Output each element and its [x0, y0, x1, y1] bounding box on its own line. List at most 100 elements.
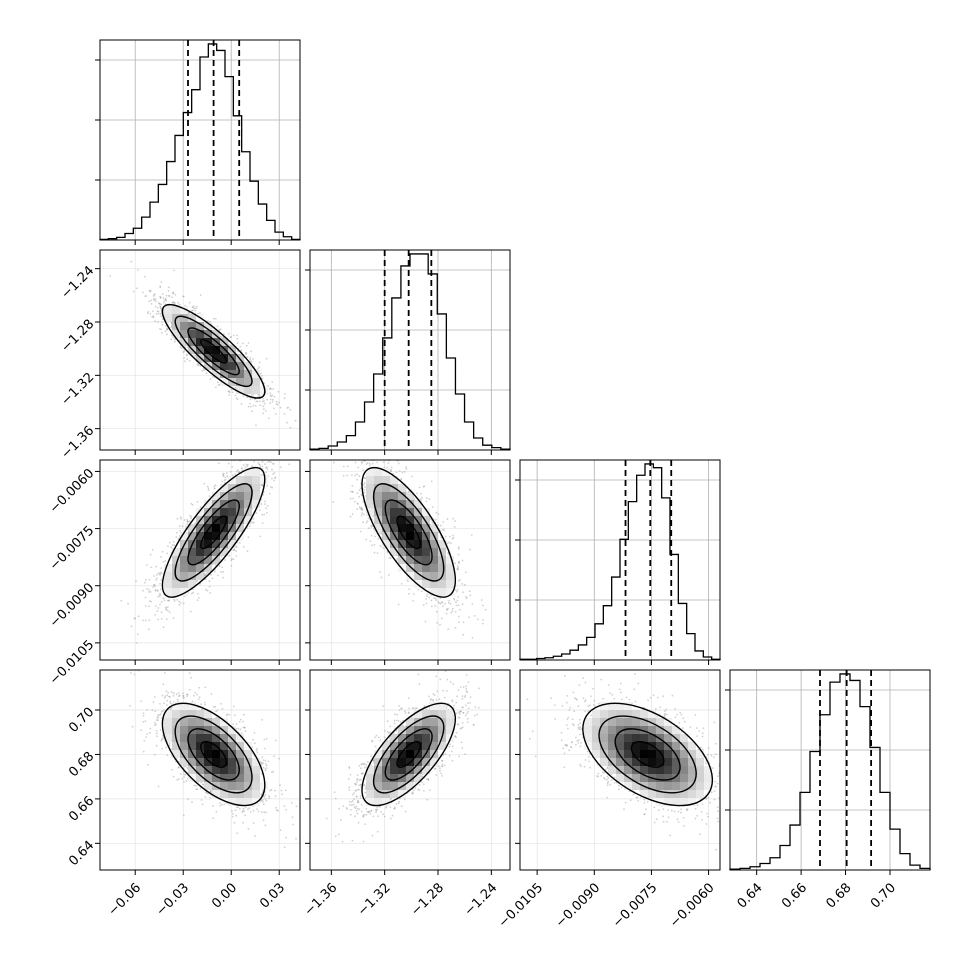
sample-point [279, 466, 282, 469]
sample-point [159, 296, 162, 299]
sample-point [239, 439, 241, 441]
sample-point [155, 589, 157, 592]
sample-point [234, 394, 237, 397]
sample-point [195, 307, 197, 310]
sample-point [251, 465, 254, 468]
sample-point [405, 468, 408, 470]
sample-point [190, 502, 193, 505]
sample-point [188, 520, 191, 523]
sample-point [259, 464, 261, 466]
sample-point [154, 293, 157, 295]
sample-point [216, 325, 219, 328]
sample-point [250, 394, 253, 397]
sample-point [171, 292, 174, 294]
sample-point [240, 467, 243, 470]
sample-point [152, 316, 155, 319]
sample-point [132, 290, 135, 293]
sample-point [176, 532, 178, 534]
sample-point [231, 474, 234, 477]
sample-point [213, 487, 216, 490]
sample-point [253, 453, 255, 455]
sample-point [245, 396, 248, 398]
sample-point [360, 443, 362, 445]
sample-point [175, 536, 178, 538]
sample-point [269, 402, 272, 405]
density-cell [220, 484, 228, 492]
sample-point [197, 362, 199, 365]
sample-point [159, 285, 162, 288]
sample-point [156, 310, 159, 313]
sample-point [154, 320, 157, 323]
density-cell [196, 524, 204, 532]
density-cell [172, 306, 180, 314]
sample-point [160, 303, 163, 306]
sample-point [263, 513, 266, 516]
density-cell [252, 484, 260, 492]
sample-point [190, 592, 193, 595]
sample-point [148, 619, 151, 622]
density-cell [236, 386, 244, 394]
sample-point [258, 395, 261, 398]
density-cell [212, 330, 220, 338]
sample-point [152, 315, 155, 317]
contour-2 [174, 483, 253, 582]
sample-point [154, 613, 157, 616]
sample-point [228, 554, 231, 557]
sample-point [257, 367, 259, 370]
sample-point [193, 354, 196, 356]
sample-point [206, 485, 209, 488]
sample-point [159, 303, 161, 306]
sample-point [241, 467, 243, 469]
sample-point [186, 353, 189, 356]
density-cell [244, 476, 252, 484]
sample-point [156, 589, 159, 591]
sample-point [159, 571, 162, 574]
sample-point [266, 398, 269, 401]
sample-point [164, 606, 167, 609]
sample-point [233, 548, 236, 551]
sample-point [214, 563, 217, 566]
sample-point [265, 512, 268, 514]
sample-point [173, 598, 176, 601]
sample-point [232, 334, 235, 337]
sample-point [274, 477, 276, 480]
sample-point [207, 489, 210, 491]
sample-point [283, 413, 286, 415]
sample-point [259, 404, 262, 407]
sample-point [183, 360, 186, 363]
sample-point [174, 293, 177, 296]
sample-point [148, 605, 150, 607]
sample-point [233, 549, 236, 551]
density-cell [244, 370, 252, 378]
density-cell [212, 346, 220, 354]
sample-point [154, 605, 157, 608]
sample-point [185, 525, 187, 528]
sample-point [188, 312, 191, 315]
sample-point [159, 295, 162, 298]
sample-point [148, 300, 151, 303]
sample-point [173, 301, 176, 304]
density-cell [196, 508, 204, 516]
sample-point [171, 296, 173, 299]
sample-point [252, 517, 255, 520]
sample-point [164, 330, 167, 333]
sample-point [451, 538, 454, 540]
sample-point [168, 611, 171, 614]
sample-point [191, 306, 194, 308]
sample-point [212, 317, 215, 320]
sample-point [273, 396, 276, 398]
sample-point [159, 328, 161, 330]
density-cell [212, 492, 220, 500]
sample-point [136, 269, 139, 271]
sample-point [213, 485, 216, 488]
sample-point [167, 294, 170, 297]
density-cell [236, 492, 244, 500]
sample-point [232, 558, 235, 561]
sample-point [210, 573, 212, 576]
sample-point [269, 486, 272, 488]
sample-point [156, 590, 159, 592]
sample-point [271, 381, 274, 383]
sample-point [190, 517, 192, 520]
sample-point [264, 467, 267, 469]
sample-point [229, 470, 232, 473]
